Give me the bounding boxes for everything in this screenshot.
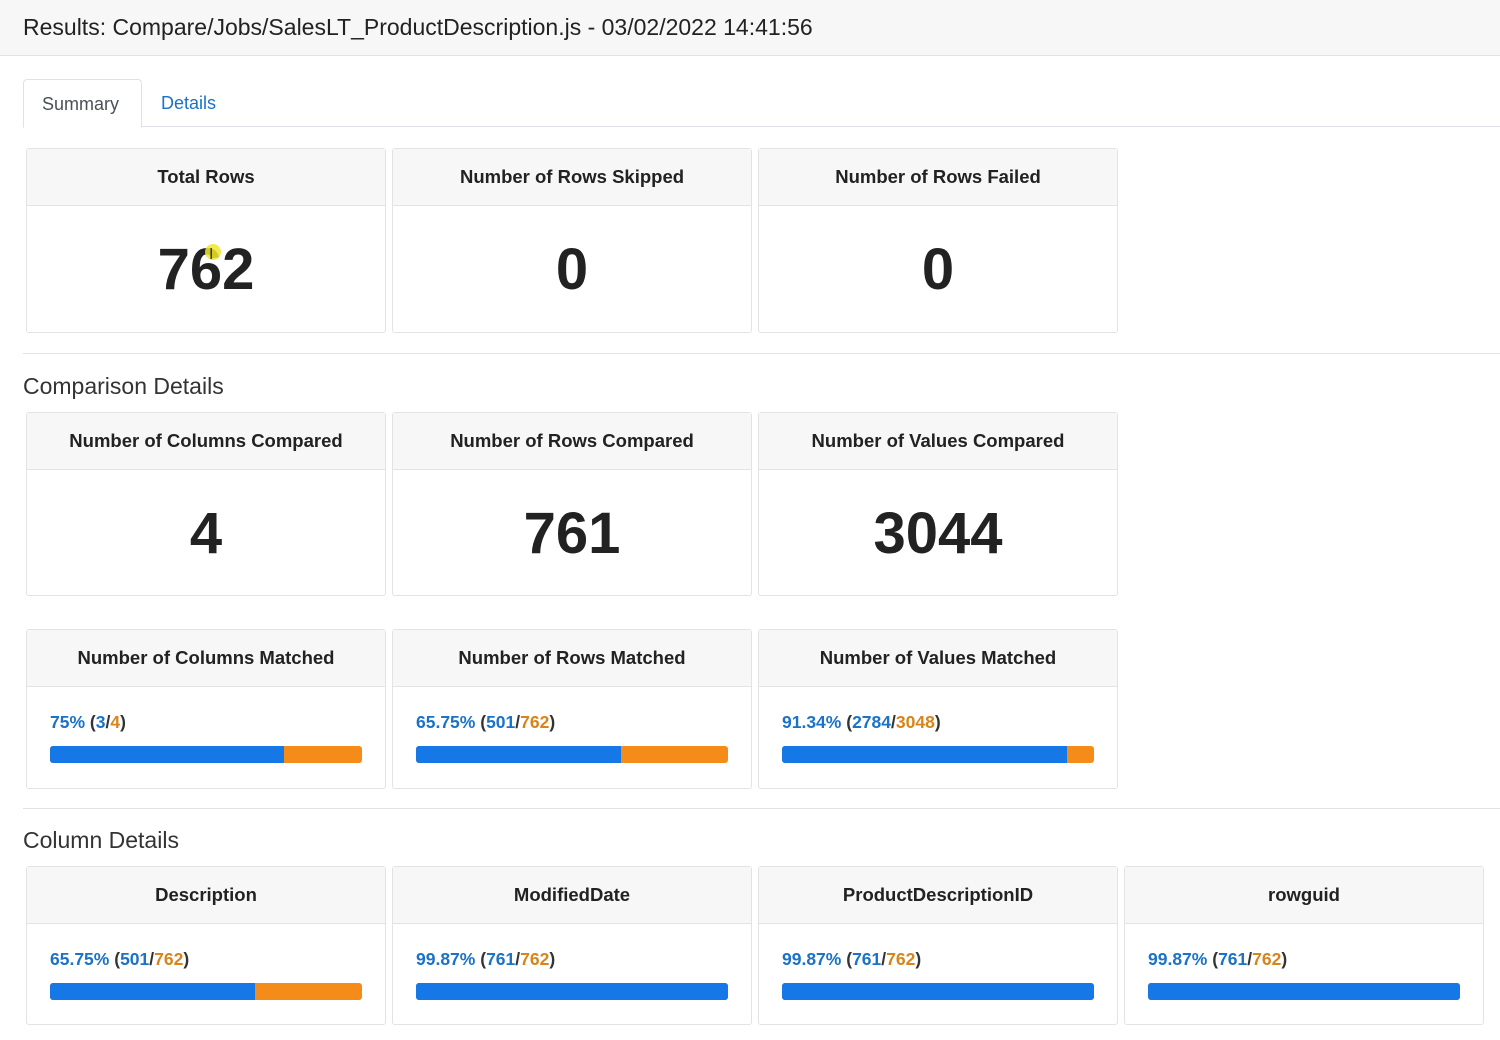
page-title: Results: Compare/Jobs/SalesLT_ProductDes… bbox=[23, 14, 813, 40]
divider bbox=[23, 353, 1500, 354]
match-stats: 99.87% (761/762) bbox=[782, 949, 922, 969]
matched-count: 501 bbox=[120, 949, 150, 969]
text-cursor-icon: I bbox=[209, 245, 214, 263]
matched-count: 2784 bbox=[852, 712, 891, 732]
tab-bar: Summary Details bbox=[23, 79, 1500, 128]
match-percent: 65.75% bbox=[416, 712, 476, 732]
match-percent: 99.87% bbox=[416, 949, 476, 969]
match-stats: 91.34% (2784/3048) bbox=[782, 712, 941, 732]
card-header: Number of Rows Matched bbox=[393, 630, 751, 687]
column-card-modifieddate: ModifiedDate 99.87% (761/762) bbox=[392, 866, 752, 1025]
columns-compared-value: 4 bbox=[189, 501, 223, 566]
card-header: Number of Rows Failed bbox=[759, 149, 1117, 206]
card-header: Number of Values Compared bbox=[759, 413, 1117, 470]
card-header: Number of Columns Matched bbox=[27, 630, 385, 687]
match-progress-bar bbox=[782, 983, 1094, 1000]
rows-failed-value: 0 bbox=[921, 237, 955, 302]
total-count: 4 bbox=[110, 712, 121, 732]
match-percent: 99.87% bbox=[782, 949, 842, 969]
values-matched-card: Number of Values Matched 91.34% (2784/30… bbox=[758, 629, 1118, 789]
matched-count: 501 bbox=[486, 712, 516, 732]
match-stats: 99.87% (761/762) bbox=[416, 949, 556, 969]
rows-skipped-card: Number of Rows Skipped 0 bbox=[392, 148, 752, 333]
match-progress-fill bbox=[416, 983, 728, 1000]
columns-matched-card: Number of Columns Matched 75% (3/4) bbox=[26, 629, 386, 789]
match-progress-fill bbox=[416, 746, 622, 763]
card-header: Number of Values Matched bbox=[759, 630, 1117, 687]
match-percent: 75% bbox=[50, 712, 86, 732]
divider bbox=[23, 808, 1500, 809]
total-count: 3048 bbox=[895, 712, 935, 732]
total-count: 762 bbox=[520, 949, 550, 969]
matched-count: 3 bbox=[95, 712, 106, 732]
total-count: 762 bbox=[886, 949, 916, 969]
rows-compared-card: Number of Rows Compared 761 bbox=[392, 412, 752, 596]
match-progress-fill bbox=[782, 983, 1094, 1000]
matched-count: 761 bbox=[852, 949, 882, 969]
match-percent: 91.34% bbox=[782, 712, 842, 732]
matched-count: 761 bbox=[486, 949, 516, 969]
tab-summary[interactable]: Summary bbox=[23, 79, 142, 128]
rows-compared-value: 761 bbox=[523, 501, 621, 566]
column-name: ModifiedDate bbox=[393, 867, 751, 924]
values-compared-value: 3044 bbox=[873, 501, 1003, 566]
match-percent: 65.75% bbox=[50, 949, 110, 969]
columns-compared-card: Number of Columns Compared 4 bbox=[26, 412, 386, 596]
match-stats: 99.87% (761/762) bbox=[1148, 949, 1288, 969]
card-header: Number of Rows Skipped bbox=[393, 149, 751, 206]
total-count: 762 bbox=[1252, 949, 1282, 969]
card-header: Number of Columns Compared bbox=[27, 413, 385, 470]
match-progress-bar bbox=[782, 746, 1094, 763]
column-card-productdescriptionid: ProductDescriptionID 99.87% (761/762) bbox=[758, 866, 1118, 1025]
comparison-details-heading: Comparison Details bbox=[23, 373, 224, 399]
match-progress-fill bbox=[50, 746, 284, 763]
column-name: ProductDescriptionID bbox=[759, 867, 1117, 924]
match-progress-bar bbox=[416, 746, 728, 763]
column-name: Description bbox=[27, 867, 385, 924]
match-progress-bar bbox=[1148, 983, 1460, 1000]
match-progress-bar bbox=[50, 983, 362, 1000]
rows-matched-card: Number of Rows Matched 65.75% (501/762) bbox=[392, 629, 752, 789]
results-title-bar: Results: Compare/Jobs/SalesLT_ProductDes… bbox=[0, 0, 1500, 56]
matched-count: 761 bbox=[1218, 949, 1248, 969]
match-stats: 65.75% (501/762) bbox=[416, 712, 556, 732]
mouse-highlight-icon bbox=[205, 244, 221, 260]
rows-skipped-value: 0 bbox=[555, 237, 589, 302]
match-progress-fill bbox=[782, 746, 1067, 763]
match-progress-fill bbox=[1148, 983, 1460, 1000]
column-card-description: Description 65.75% (501/762) bbox=[26, 866, 386, 1025]
values-compared-card: Number of Values Compared 3044 bbox=[758, 412, 1118, 596]
tab-details[interactable]: Details bbox=[161, 93, 217, 113]
card-header: Total Rows bbox=[27, 149, 385, 206]
column-details-heading: Column Details bbox=[23, 827, 179, 853]
column-name: rowguid bbox=[1125, 867, 1483, 924]
column-card-rowguid: rowguid 99.87% (761/762) bbox=[1124, 866, 1484, 1025]
match-percent: 99.87% bbox=[1148, 949, 1208, 969]
match-progress-fill bbox=[50, 983, 256, 1000]
total-count: 762 bbox=[520, 712, 550, 732]
rows-failed-card: Number of Rows Failed 0 bbox=[758, 148, 1118, 333]
card-header: Number of Rows Compared bbox=[393, 413, 751, 470]
match-progress-bar bbox=[416, 983, 728, 1000]
total-rows-card: Total Rows 762 bbox=[26, 148, 386, 333]
match-progress-bar bbox=[50, 746, 362, 763]
match-stats: 65.75% (501/762) bbox=[50, 949, 190, 969]
total-rows-value: 762 bbox=[157, 237, 255, 302]
match-stats: 75% (3/4) bbox=[50, 712, 126, 732]
total-count: 762 bbox=[154, 949, 184, 969]
